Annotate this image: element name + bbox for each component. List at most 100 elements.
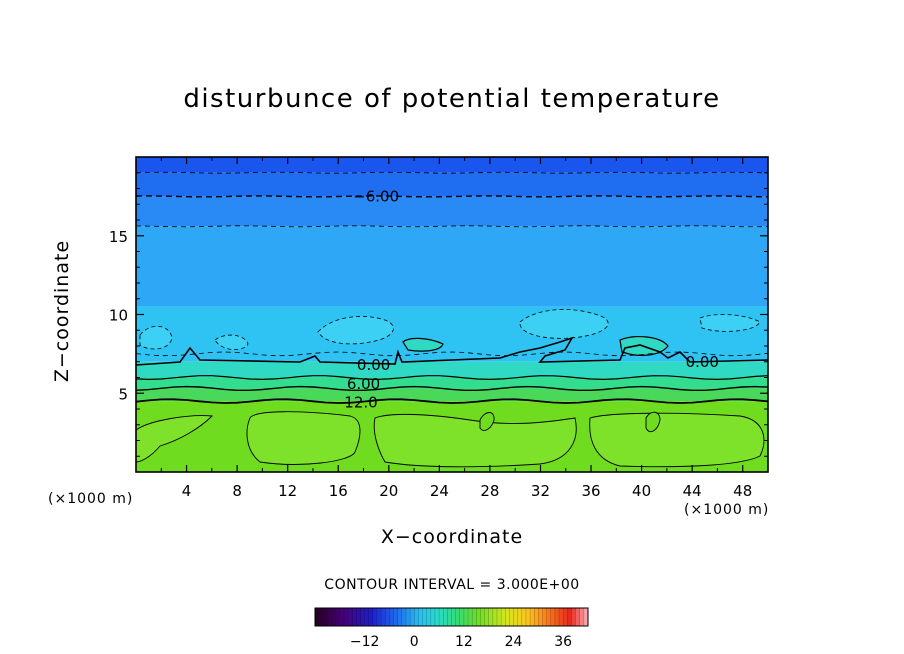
colorbar-tick-label: 0 (410, 634, 419, 650)
x-tick-label: 32 (531, 482, 550, 500)
y-tick-label: 15 (109, 228, 128, 246)
colorbar-ticks: −12 0 12 24 36 (350, 634, 572, 650)
x-tick-label: 36 (581, 482, 600, 500)
colorbar-cell (406, 608, 411, 626)
contour-label: 6.00 (347, 375, 380, 393)
colorbar-cell (525, 608, 531, 626)
contour-line (136, 195, 768, 198)
shaded-layer (136, 226, 768, 307)
x-tick-label: 44 (683, 482, 702, 500)
colorbar-cell (480, 608, 485, 626)
colorbar-cell (348, 608, 353, 626)
colorbar-cell (583, 608, 589, 626)
contour-label: 12.0 (344, 394, 377, 412)
contour-line (136, 336, 768, 366)
contour-lines (136, 171, 768, 404)
x-tick-label: 24 (430, 482, 449, 500)
colorbar-tick-label: 36 (554, 634, 572, 650)
colorbar-cell (534, 608, 539, 626)
x-unit-note-left: (×1000 m) (48, 491, 134, 507)
colorbar-cell (563, 608, 568, 626)
colorbar-tick-label: −12 (350, 634, 380, 650)
colorbar-cell (484, 608, 490, 626)
contour-line (136, 171, 768, 174)
colorbar-cell (509, 608, 514, 626)
colorbar-cell (451, 608, 456, 626)
contour-patch (317, 316, 394, 345)
contour-label: 0.00 (686, 353, 719, 371)
colorbar-cell (505, 608, 510, 626)
contour-patch (645, 411, 661, 433)
colorbar-cell (331, 608, 336, 626)
colorbar-cell (468, 608, 473, 626)
contour-patch (373, 413, 577, 468)
contour-patch (519, 309, 609, 339)
y-tick-label: 10 (109, 307, 128, 325)
colorbar-cell (315, 608, 320, 626)
colorbar-cell (335, 608, 341, 626)
x-tick-label: 12 (278, 482, 297, 500)
colorbar-cell (389, 608, 394, 626)
colorbar-cell (575, 608, 581, 626)
colorbar-cell (430, 608, 436, 626)
contour-patch (136, 415, 213, 463)
colorbar-cell (488, 608, 494, 626)
colorbar-cell (426, 608, 432, 626)
x-tick-label: 16 (329, 482, 348, 500)
colorbar-tick-label: 12 (455, 634, 473, 650)
shaded-layer (136, 196, 768, 227)
colorbar-cell (364, 608, 370, 626)
colorbar-cell (327, 608, 332, 626)
shaded-layer (136, 377, 768, 389)
contour-interval-text: CONTOUR INTERVAL = 3.000E+00 (324, 577, 580, 593)
colorbar-cell (339, 608, 345, 626)
colorbar-cell (323, 608, 328, 626)
x-tick-label: 48 (733, 482, 752, 500)
colorbar-cell (550, 608, 556, 626)
x-tick-label: 4 (182, 482, 192, 500)
colorbar-cell (381, 608, 386, 626)
contour-line (136, 398, 768, 404)
colorbar-cell (434, 608, 440, 626)
colorbar-cell (546, 608, 552, 626)
colorbar-cells (314, 608, 589, 626)
colorbar-cell (463, 608, 469, 626)
colorbar-cell (319, 608, 324, 626)
colorbar-cell (472, 608, 477, 626)
x-tick-label: 28 (480, 482, 499, 500)
colorbar-cell (538, 608, 543, 626)
colorbar-cell (476, 608, 481, 626)
colorbar-cell (393, 608, 399, 626)
colorbar-cell (455, 608, 461, 626)
colorbar-cell (439, 608, 444, 626)
colorbar-cell (459, 608, 465, 626)
colorbar-cell (530, 608, 535, 626)
colorbar-cell (513, 608, 518, 626)
contour-line (136, 385, 768, 391)
shaded-layer (136, 388, 768, 402)
colorbar-cell (410, 608, 415, 626)
colorbar-cell (443, 608, 448, 626)
colorbar-cell (360, 608, 365, 626)
shaded-layer (136, 306, 768, 362)
x-axis-label: X−coordinate (380, 526, 524, 548)
colorbar-cell (397, 608, 403, 626)
colorbar-cell (368, 608, 374, 626)
contour-patch (139, 325, 173, 350)
contour-label: 0.00 (357, 356, 390, 374)
colorbar-cell (497, 608, 502, 626)
colorbar-cell (385, 608, 390, 626)
contour-line (136, 225, 768, 228)
contour-label: −6.00 (353, 187, 399, 205)
y-tick-label: 5 (118, 385, 128, 403)
contour-patch (246, 411, 361, 465)
colorbar-cell (352, 608, 357, 626)
colorbar-cell (521, 608, 527, 626)
colorbar-frame (314, 607, 589, 627)
colorbar-cell (492, 608, 498, 626)
colorbar-cell (414, 608, 419, 626)
